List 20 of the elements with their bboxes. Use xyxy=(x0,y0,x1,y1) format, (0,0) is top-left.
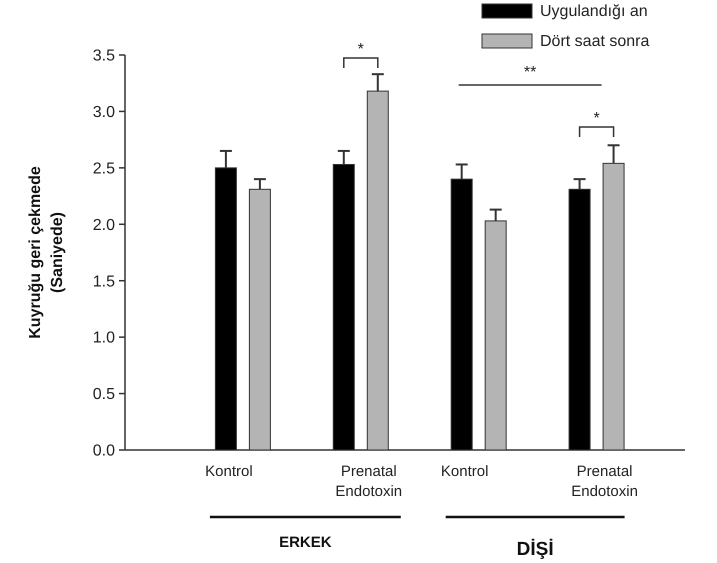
annotation: * xyxy=(358,41,364,58)
legend-label: Dört saat sonra xyxy=(540,33,650,50)
y-tick-label: 1.0 xyxy=(92,330,116,347)
y-tick-label: 3.5 xyxy=(92,48,116,65)
y-tick-label: 0.5 xyxy=(92,386,116,404)
y-tick-label: 2.0 xyxy=(92,216,116,234)
y-tick-label: 3.0 xyxy=(92,104,116,122)
y-tick-label: 2.5 xyxy=(92,160,116,178)
annotation: ** xyxy=(524,64,536,81)
x-tick-label: Prenatal Endotoxin xyxy=(571,463,638,500)
x-tick-label: Kontrol xyxy=(440,463,488,480)
legend-label: Uygulandığı an xyxy=(540,3,648,20)
annotation: * xyxy=(593,110,600,127)
text: ERKEK xyxy=(279,534,332,551)
y-tick-label: 0.0 xyxy=(92,442,116,460)
x-tick-label: Kontrol xyxy=(205,463,253,480)
y-axis-title: Kuyruğu geri çekmede (Saniyede) xyxy=(27,166,66,339)
y-tick-label: 1.5 xyxy=(92,273,116,290)
text: DİŞİ xyxy=(516,538,554,560)
x-tick-label: Prenatal Endotoxin xyxy=(335,463,402,500)
